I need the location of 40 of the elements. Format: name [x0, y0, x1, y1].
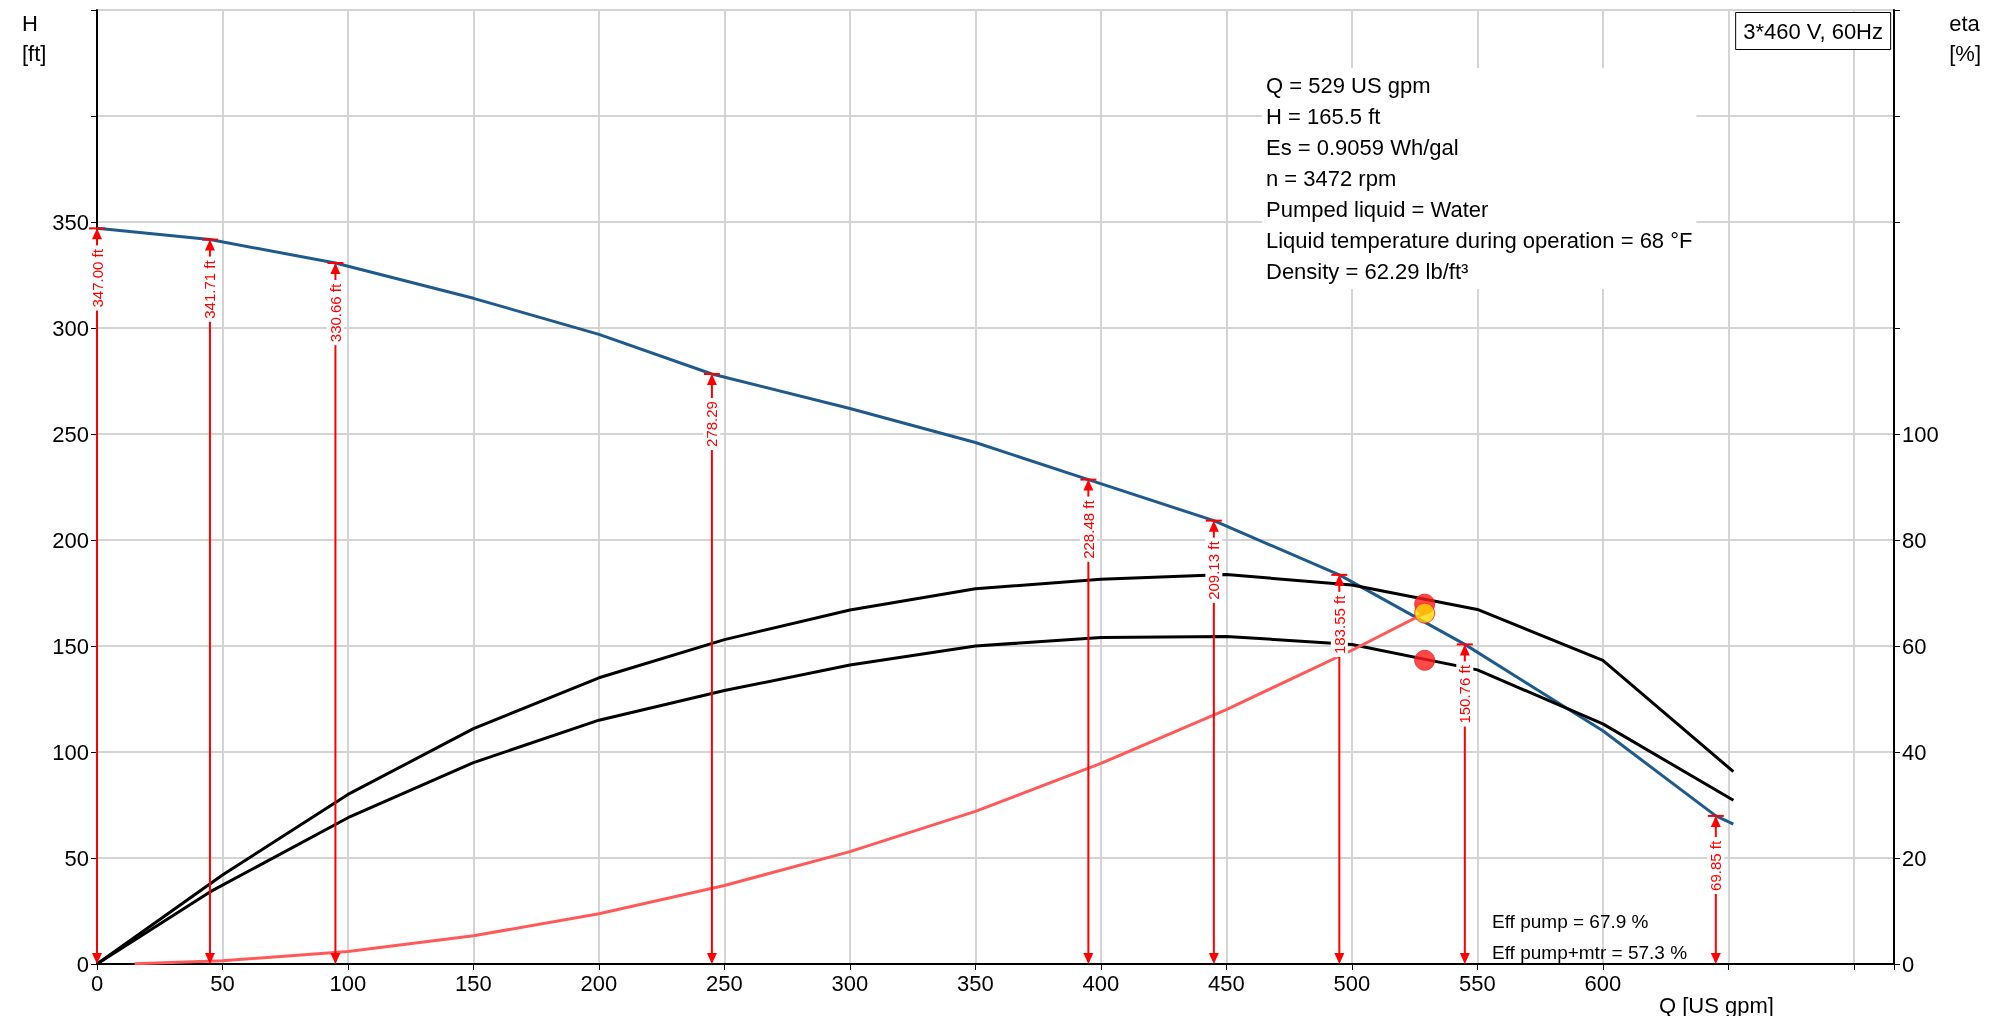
annotation: 69.85 ft: [1707, 840, 1725, 891]
y2-tick-label: 40: [1902, 739, 1927, 765]
x-tick-label: 200: [580, 970, 618, 996]
y-tick-label: 0: [76, 951, 89, 977]
annotation: Eff pump = 67.9 % Eff pump+mtr = 57.3 %: [1492, 911, 1688, 963]
x-tick-label: 100: [329, 970, 367, 996]
annotation: 150.76 ft: [1456, 664, 1474, 724]
y-tick-label: 100: [52, 739, 89, 765]
y2-tick-label: 80: [1902, 527, 1927, 553]
x-tick-label: 150: [455, 970, 492, 996]
y2-tick-label: 100: [1902, 421, 1939, 447]
y2-tick-label: 60: [1902, 633, 1927, 659]
y2-axis-title: eta [%]: [1949, 10, 1982, 66]
chart-title: 3*460 V, 60Hz: [1743, 18, 1884, 44]
annotation: 341.71 ft: [201, 259, 219, 319]
x-tick-label: 400: [1082, 970, 1120, 996]
x-tick-label: 600: [1584, 970, 1622, 996]
y2-tick-label: 20: [1902, 845, 1927, 871]
x-tick-label: 350: [957, 970, 994, 996]
y-tick-label: 250: [52, 421, 89, 447]
annotation: 209.13 ft: [1205, 540, 1223, 600]
annotation: 183.55 ft: [1330, 594, 1348, 655]
annotation: 347.00 ft: [88, 248, 106, 308]
x-tick-label: 500: [1333, 970, 1371, 996]
x-tick-label: 550: [1459, 970, 1496, 996]
annotation: 278.29: [703, 401, 721, 447]
annotation: 330.66 ft: [326, 282, 344, 343]
x-tick-label: 50: [210, 970, 235, 996]
annotation: Q = 529 US gpm H = 165.5 ft Es = 0.9059 Wh/gal n = 3472 rpm Pumped liquid = Water Liquid temperature during operation = 68 °F Density = 62.29 lb/ft³: [1266, 73, 1693, 284]
x-tick-label: 300: [831, 970, 869, 996]
y-tick-label: 150: [52, 633, 89, 659]
y-axis-title: H [ft]: [22, 10, 47, 66]
y2-tick-label: 0: [1902, 951, 1915, 977]
x-tick-label: 250: [706, 970, 743, 996]
y-tick-label: 50: [64, 845, 89, 871]
annotation: 228.48 ft: [1079, 499, 1097, 559]
y-tick-label: 350: [52, 209, 89, 235]
y-tick-label: 200: [52, 527, 89, 553]
x-tick-label: 450: [1208, 970, 1245, 996]
y-tick-label: 300: [52, 315, 89, 341]
